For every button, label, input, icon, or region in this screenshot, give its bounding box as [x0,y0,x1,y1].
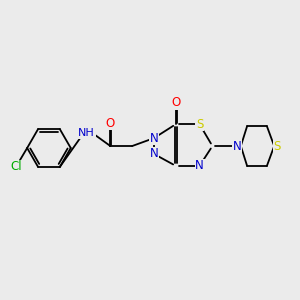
Text: S: S [196,118,203,131]
Text: O: O [171,96,180,109]
Text: N: N [150,148,158,160]
Text: N: N [195,159,204,172]
Text: NH: NH [78,128,95,138]
Text: S: S [273,140,280,152]
Text: N: N [233,140,242,152]
Text: Cl: Cl [11,160,22,173]
Text: N: N [150,132,158,145]
Text: O: O [106,117,115,130]
